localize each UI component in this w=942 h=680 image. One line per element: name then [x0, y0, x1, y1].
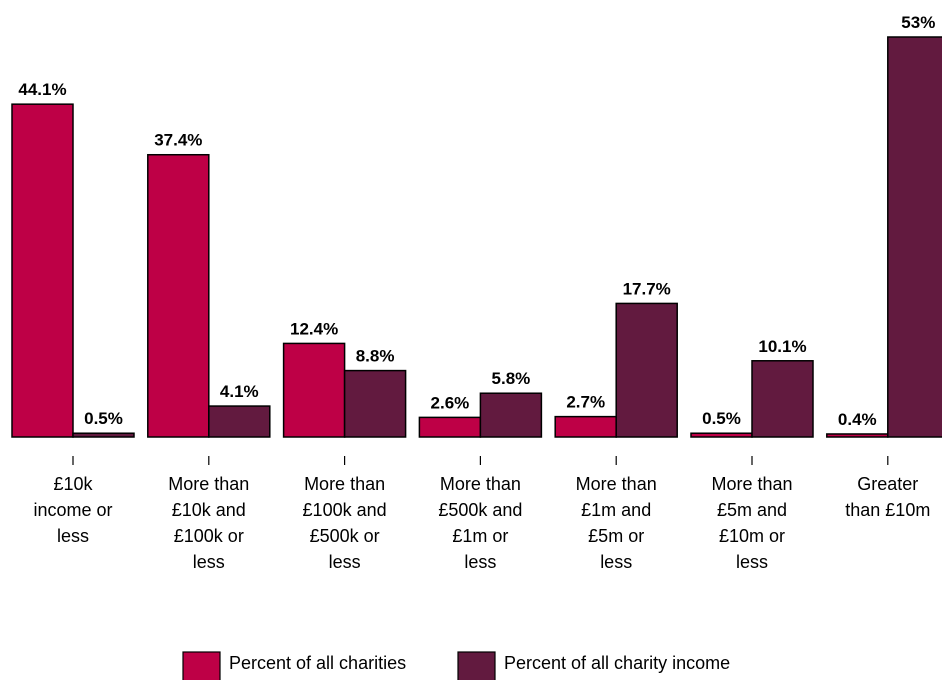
category-labels-group: £10k income or less More than £10k and £100k …: [33, 474, 930, 572]
legend-swatch-charities: [182, 651, 221, 680]
value-label-charities-6: 0.4%: [838, 410, 877, 429]
bar-income-3: [479, 392, 543, 438]
bar-charities-1: [147, 153, 210, 438]
value-label-charities-3: 2.6%: [431, 393, 470, 412]
legend-label-charities: Percent of all charities: [229, 653, 406, 673]
category-label-1: More than £10k and £100k or less: [168, 474, 249, 572]
bar-charities-6: [826, 433, 889, 438]
category-label-4: More than £1m and £5m or less: [576, 474, 657, 572]
bar-income-0: [72, 432, 135, 438]
bar-income-2: [343, 369, 407, 438]
value-labels-group: 44.1% 0.5% 37.4% 4.1% 12.4% 8.8% 2.6% 5.8% 2.7% 1…: [18, 13, 935, 429]
value-label-charities-4: 2.7%: [566, 393, 605, 412]
bar-charities-2: [282, 342, 346, 438]
value-label-income-2: 8.8%: [356, 347, 395, 366]
category-label-6: Greater than £10m: [845, 474, 930, 520]
bars-group: [11, 36, 942, 438]
legend: Percent of all charities Percent of all c…: [182, 651, 730, 680]
category-label-2: More than £100k and £500k or less: [303, 474, 387, 572]
bar-charities-5: [690, 432, 753, 438]
bar-income-6: [887, 36, 942, 438]
legend-swatch-income: [457, 651, 496, 680]
bar-charities-4: [554, 415, 617, 438]
legend-label-income: Percent of all charity income: [504, 653, 730, 673]
category-label-5: More than £5m and £10m or less: [711, 474, 792, 572]
bar-charities-0: [11, 103, 74, 438]
value-label-income-6: 53%: [901, 13, 935, 32]
value-label-charities-2: 12.4%: [290, 319, 338, 338]
bar-income-4: [615, 302, 678, 438]
bar-income-1: [208, 405, 271, 438]
bar-income-5: [751, 360, 814, 438]
value-label-income-3: 5.8%: [492, 369, 531, 388]
value-label-income-1: 4.1%: [220, 382, 259, 401]
value-label-income-4: 17.7%: [623, 279, 671, 298]
value-label-charities-5: 0.5%: [702, 409, 741, 428]
category-label-0: £10k income or less: [33, 474, 112, 546]
value-label-income-5: 10.1%: [758, 337, 806, 356]
value-label-charities-0: 44.1%: [18, 80, 66, 99]
value-label-income-0: 0.5%: [84, 409, 123, 428]
x-axis-ticks: [72, 456, 889, 465]
bar-charities-3: [418, 416, 482, 438]
category-label-3: More than £500k and £1m or less: [438, 474, 522, 572]
value-label-charities-1: 37.4%: [154, 131, 202, 150]
